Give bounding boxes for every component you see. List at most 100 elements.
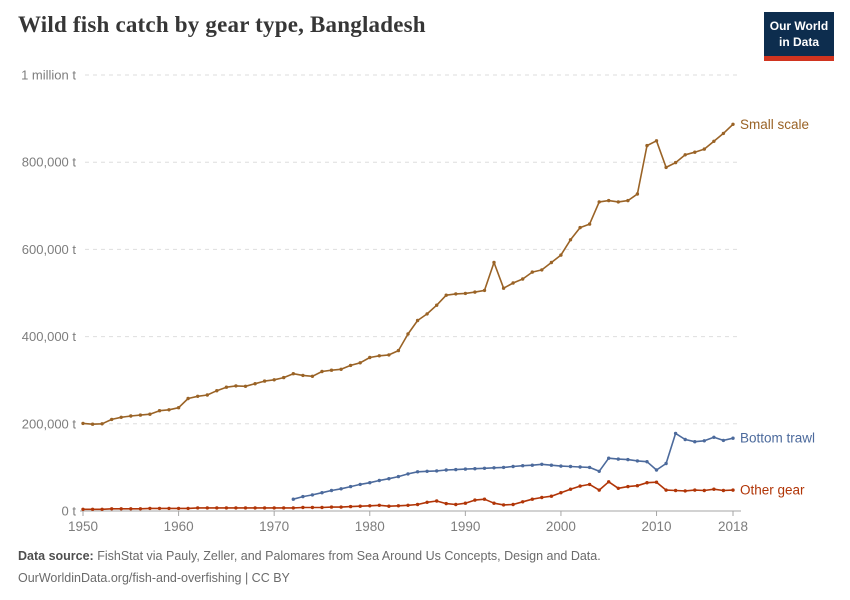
series-point-bottom-trawl-2008[interactable] bbox=[635, 459, 640, 463]
series-point-other-gear-1988[interactable] bbox=[444, 501, 448, 506]
series-point-small-scale-2003[interactable] bbox=[587, 222, 592, 226]
series-point-bottom-trawl-1986[interactable] bbox=[425, 469, 429, 473]
series-point-other-gear-1989[interactable] bbox=[454, 502, 458, 507]
series-point-other-gear-1968[interactable] bbox=[253, 506, 257, 510]
series-point-bottom-trawl-1976[interactable] bbox=[329, 488, 334, 493]
series-point-bottom-trawl-1994[interactable] bbox=[501, 465, 506, 470]
series-point-small-scale-1974[interactable] bbox=[310, 374, 315, 378]
series-point-small-scale-1977[interactable] bbox=[339, 367, 343, 371]
series-point-small-scale-1964[interactable] bbox=[215, 389, 219, 393]
series-point-other-gear-1964[interactable] bbox=[215, 506, 219, 510]
series-point-other-gear-1979[interactable] bbox=[358, 504, 362, 508]
series-point-other-gear-2016[interactable] bbox=[712, 487, 716, 491]
series-point-small-scale-1996[interactable] bbox=[521, 277, 525, 281]
series-point-other-gear-2017[interactable] bbox=[721, 488, 726, 493]
series-point-bottom-trawl-2015[interactable] bbox=[702, 439, 706, 443]
series-point-small-scale-1963[interactable] bbox=[205, 393, 209, 397]
series-point-other-gear-1997[interactable] bbox=[530, 497, 534, 501]
series-point-other-gear-1961[interactable] bbox=[186, 506, 190, 511]
series-point-small-scale-1976[interactable] bbox=[329, 368, 334, 372]
series-point-small-scale-1953[interactable] bbox=[110, 417, 114, 422]
series-point-small-scale-2013[interactable] bbox=[683, 153, 687, 157]
series-point-bottom-trawl-1982[interactable] bbox=[387, 477, 391, 481]
series-point-other-gear-1962[interactable] bbox=[196, 506, 200, 510]
series-point-bottom-trawl-2002[interactable] bbox=[578, 465, 582, 469]
series-point-other-gear-1982[interactable] bbox=[387, 504, 391, 508]
series-point-other-gear-1956[interactable] bbox=[138, 507, 143, 511]
series-point-other-gear-2004[interactable] bbox=[597, 488, 601, 492]
series-point-other-gear-2008[interactable] bbox=[635, 484, 640, 488]
series-point-bottom-trawl-1998[interactable] bbox=[540, 462, 544, 466]
series-point-small-scale-1971[interactable] bbox=[282, 375, 286, 380]
series-point-other-gear-1993[interactable] bbox=[492, 501, 496, 505]
series-point-small-scale-2002[interactable] bbox=[578, 225, 582, 230]
series-point-small-scale-2004[interactable] bbox=[597, 200, 601, 204]
series-point-bottom-trawl-2012[interactable] bbox=[673, 431, 678, 436]
series-point-small-scale-1978[interactable] bbox=[348, 363, 353, 368]
series-point-small-scale-2000[interactable] bbox=[559, 253, 563, 257]
series-point-other-gear-1985[interactable] bbox=[415, 502, 420, 507]
series-point-other-gear-1951[interactable] bbox=[90, 507, 95, 511]
series-point-small-scale-2017[interactable] bbox=[721, 131, 726, 136]
series-point-bottom-trawl-1995[interactable] bbox=[511, 464, 515, 469]
series-point-other-gear-1977[interactable] bbox=[339, 505, 343, 509]
series-point-small-scale-1965[interactable] bbox=[224, 385, 229, 389]
series-point-other-gear-1969[interactable] bbox=[262, 506, 267, 510]
series-point-bottom-trawl-2003[interactable] bbox=[587, 465, 592, 470]
series-line-small-scale[interactable] bbox=[82, 123, 734, 425]
series-point-small-scale-1972[interactable] bbox=[291, 372, 295, 376]
series-point-small-scale-2010[interactable] bbox=[654, 139, 659, 143]
series-point-small-scale-1957[interactable] bbox=[148, 412, 152, 416]
series-point-small-scale-1980[interactable] bbox=[368, 355, 372, 360]
series-point-small-scale-2001[interactable] bbox=[568, 238, 573, 242]
series-point-small-scale-1970[interactable] bbox=[272, 378, 276, 382]
series-point-small-scale-1995[interactable] bbox=[511, 281, 515, 285]
series-point-other-gear-2013[interactable] bbox=[683, 489, 687, 493]
series-point-other-gear-1952[interactable] bbox=[100, 507, 104, 511]
series-point-bottom-trawl-1983[interactable] bbox=[396, 474, 401, 479]
series-point-other-gear-2007[interactable] bbox=[626, 484, 630, 489]
series-point-other-gear-2015[interactable] bbox=[702, 488, 706, 493]
series-point-small-scale-1969[interactable] bbox=[262, 379, 267, 383]
series-point-other-gear-2009[interactable] bbox=[645, 481, 649, 485]
series-point-small-scale-1958[interactable] bbox=[157, 409, 162, 413]
series-point-other-gear-1950[interactable] bbox=[81, 507, 85, 511]
series-point-bottom-trawl-1985[interactable] bbox=[415, 470, 420, 474]
series-point-other-gear-1980[interactable] bbox=[368, 504, 372, 508]
series-point-small-scale-1988[interactable] bbox=[444, 293, 448, 297]
series-point-other-gear-1991[interactable] bbox=[473, 498, 477, 502]
series-point-bottom-trawl-2011[interactable] bbox=[664, 461, 668, 466]
series-point-bottom-trawl-1996[interactable] bbox=[521, 464, 525, 468]
series-point-other-gear-1957[interactable] bbox=[148, 506, 152, 511]
series-point-bottom-trawl-1973[interactable] bbox=[301, 494, 305, 499]
series-point-small-scale-1986[interactable] bbox=[425, 312, 429, 316]
series-point-small-scale-1954[interactable] bbox=[119, 415, 123, 419]
series-point-bottom-trawl-2000[interactable] bbox=[559, 464, 563, 468]
series-point-small-scale-1985[interactable] bbox=[415, 318, 420, 323]
series-point-bottom-trawl-2018[interactable] bbox=[731, 436, 735, 440]
series-point-other-gear-1992[interactable] bbox=[482, 497, 487, 501]
series-point-small-scale-2008[interactable] bbox=[635, 192, 640, 196]
series-point-bottom-trawl-2001[interactable] bbox=[568, 464, 573, 469]
series-point-other-gear-2005[interactable] bbox=[607, 480, 611, 484]
series-point-other-gear-1975[interactable] bbox=[320, 505, 324, 510]
series-point-small-scale-2012[interactable] bbox=[673, 160, 678, 165]
series-point-other-gear-1953[interactable] bbox=[110, 507, 114, 511]
series-point-bottom-trawl-2009[interactable] bbox=[645, 460, 649, 464]
owid-logo[interactable]: Our World in Data bbox=[764, 12, 834, 62]
series-point-other-gear-2003[interactable] bbox=[587, 482, 592, 487]
series-point-other-gear-2011[interactable] bbox=[664, 488, 668, 492]
series-point-other-gear-1954[interactable] bbox=[119, 507, 123, 511]
series-point-other-gear-1984[interactable] bbox=[406, 503, 410, 507]
series-point-bottom-trawl-1979[interactable] bbox=[358, 482, 362, 487]
series-point-small-scale-1968[interactable] bbox=[253, 382, 257, 386]
series-point-bottom-trawl-2007[interactable] bbox=[626, 457, 630, 462]
series-point-bottom-trawl-1984[interactable] bbox=[406, 472, 410, 476]
series-point-other-gear-1995[interactable] bbox=[511, 502, 515, 507]
series-point-other-gear-1976[interactable] bbox=[329, 505, 334, 509]
series-point-small-scale-1952[interactable] bbox=[100, 422, 104, 426]
series-point-bottom-trawl-2005[interactable] bbox=[607, 456, 611, 460]
series-point-bottom-trawl-2017[interactable] bbox=[721, 438, 726, 443]
series-point-bottom-trawl-1988[interactable] bbox=[444, 468, 448, 472]
series-point-other-gear-1959[interactable] bbox=[167, 506, 171, 511]
